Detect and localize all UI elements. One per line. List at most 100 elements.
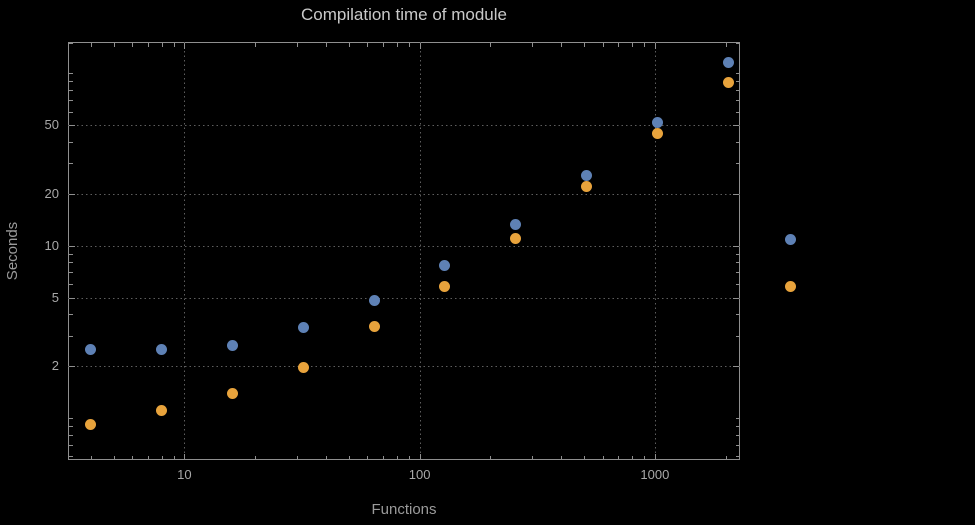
legend-label [801,232,861,248]
tick-mark [733,125,739,127]
tick-mark [735,434,739,436]
tick-mark [602,456,604,460]
y-tick-label: 50 [44,117,59,133]
chart-title: Compilation time of module [301,5,507,24]
data-point [156,343,168,355]
tick-mark [147,456,149,460]
horizontal-gridline [68,297,740,299]
y-tick-label: 2 [51,358,59,374]
tick-mark [184,43,186,49]
y-tick-label: 5 [51,289,59,305]
tick-mark [735,253,739,255]
tick-mark [632,43,634,47]
tick-mark [735,81,739,83]
tick-mark [735,283,739,285]
tick-mark [69,314,73,316]
tick-mark [735,335,739,337]
tick-mark [735,262,739,264]
tick-mark [584,43,586,47]
tick-mark [408,456,410,460]
data-point [510,233,522,244]
tick-mark [326,456,328,460]
tick-mark [735,272,739,274]
tick-mark [419,43,421,49]
tick-mark [69,253,73,255]
tick-mark [161,456,163,460]
vertical-gridline [419,42,421,460]
vertical-gridline [654,42,656,460]
data-point [85,418,97,430]
data-point [722,77,734,89]
tick-mark [584,456,586,460]
tick-mark [161,43,163,47]
tick-mark [69,141,73,143]
tick-mark [654,43,656,49]
horizontal-gridline [68,193,740,195]
tick-mark [255,43,257,47]
tick-mark [173,456,175,460]
tick-mark [296,43,298,47]
tick-mark [90,456,92,460]
tick-mark [69,100,73,102]
data-point [226,339,238,351]
x-tick-label: 100 [408,467,431,482]
tick-mark [90,43,92,47]
tick-mark [733,297,739,299]
tick-mark [531,43,533,47]
tick-mark [69,335,73,337]
tick-mark [69,193,75,195]
legend-marker [785,234,796,245]
tick-mark [735,42,739,44]
tick-mark [618,43,620,47]
tick-mark [132,43,134,47]
vertical-gridline [184,42,186,460]
data-point [85,343,97,355]
tick-mark [69,456,73,458]
tick-mark [644,456,646,460]
tick-mark [69,417,73,419]
data-point [226,388,238,400]
tick-mark [367,43,369,47]
tick-mark [132,456,134,460]
data-point [581,170,592,182]
tick-mark [69,434,73,436]
tick-mark [561,456,563,460]
tick-mark [561,43,563,47]
tick-mark [348,456,350,460]
tick-mark [735,314,739,316]
tick-mark [733,245,739,247]
tick-mark [69,81,73,83]
tick-mark [735,100,739,102]
tick-mark [396,43,398,47]
tick-mark [654,454,656,460]
tick-mark [69,272,73,274]
tick-mark [735,111,739,113]
data-point [156,405,168,417]
tick-mark [326,43,328,47]
tick-mark [408,43,410,47]
horizontal-gridline [68,245,740,247]
data-point [651,127,663,139]
tick-mark [735,90,739,92]
tick-mark [490,456,492,460]
legend-marker [785,281,796,292]
data-point [297,362,309,374]
plot-frame [68,42,740,460]
x-axis-label: Functions [371,501,437,518]
tick-mark [735,456,739,458]
tick-mark [113,456,115,460]
tick-mark [69,283,73,285]
tick-mark [632,456,634,460]
data-point [510,219,522,231]
x-tick-label: 10 [177,467,192,482]
tick-mark [531,456,533,460]
tick-mark [419,454,421,460]
tick-mark [69,245,75,247]
tick-mark [733,193,739,195]
tick-mark [490,43,492,47]
tick-mark [735,163,739,165]
tick-mark [69,425,73,427]
y-tick-label: 20 [44,185,59,201]
data-point [439,259,451,271]
tick-mark [69,366,75,368]
